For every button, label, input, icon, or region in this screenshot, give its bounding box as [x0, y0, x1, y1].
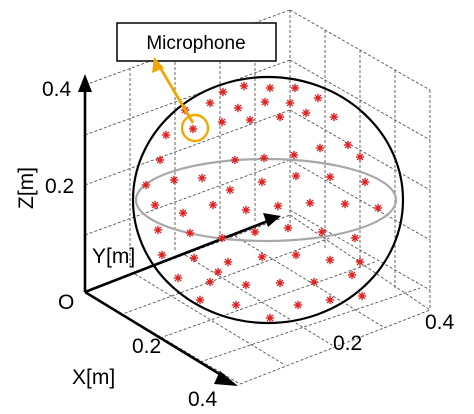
microphone-marker	[347, 270, 357, 280]
microphone-marker	[357, 291, 367, 301]
microphone-marker	[169, 175, 179, 185]
microphone-marker	[197, 173, 207, 183]
microphone-marker	[231, 300, 241, 310]
grid-floor	[84, 214, 431, 385]
x-axis	[84, 290, 238, 386]
microphone-marker	[250, 227, 260, 237]
microphone-marker	[185, 228, 195, 238]
microphone-marker	[239, 81, 249, 91]
microphone-marker	[315, 143, 325, 153]
microphone-markers	[141, 81, 383, 323]
microphone-marker	[325, 295, 335, 305]
x-tick-end: 0.4	[188, 388, 218, 411]
microphone-marker	[343, 140, 353, 150]
microphone-marker	[208, 200, 218, 210]
microphone-marker	[373, 203, 383, 213]
sphere	[131, 75, 405, 325]
microphone-marker	[195, 295, 205, 305]
microphone-marker	[317, 227, 327, 237]
equator-ring	[134, 157, 398, 243]
microphone-marker	[153, 225, 163, 235]
microphone-marker	[290, 83, 300, 93]
microphone-marker	[260, 97, 270, 107]
microphone-marker	[275, 112, 285, 122]
microphone-marker	[285, 98, 295, 108]
microphone-marker	[283, 223, 293, 233]
microphone-marker	[205, 277, 215, 287]
microphone-marker	[325, 172, 335, 182]
callout-highlight-circle	[180, 113, 210, 143]
x-tick-mid: 0.2	[132, 335, 161, 358]
microphone-marker	[245, 115, 255, 125]
x-axis-label: X[m]	[72, 366, 115, 389]
microphone-marker	[275, 278, 285, 288]
callout-label: Microphone	[146, 33, 245, 54]
microphone-marker	[225, 185, 235, 195]
microphone-marker	[289, 150, 299, 160]
microphone-marker	[189, 253, 199, 263]
microphone-marker	[305, 198, 315, 208]
microphone-marker	[217, 117, 227, 127]
microphone-marker	[291, 250, 301, 260]
microphone-marker	[155, 155, 165, 165]
microphone-marker	[213, 267, 223, 277]
callout-pointer	[156, 63, 195, 124]
microphone-marker	[301, 108, 311, 118]
microphone-marker	[329, 112, 339, 122]
z-tick-mid: 0.2	[45, 175, 74, 198]
microphone-marker	[360, 177, 370, 187]
microphone-marker	[325, 255, 335, 265]
microphone-marker	[217, 233, 227, 243]
microphone-marker	[273, 201, 283, 211]
microphone-marker	[340, 199, 350, 209]
z-tick-top: 0.4	[42, 78, 72, 101]
origin-label: O	[58, 291, 74, 314]
grid-left-wall	[84, 9, 291, 268]
microphone-marker	[313, 93, 323, 103]
y-tick-mid: 0.2	[333, 332, 362, 355]
microphone-marker	[257, 252, 267, 262]
callout-box	[116, 22, 277, 62]
microphone-marker	[173, 273, 183, 283]
axis-labels: 0.4 0.2 Z[m] O Y[m] 0.2 X[m] 0.4 0.2 0.4	[15, 78, 455, 411]
microphone-marker	[265, 83, 275, 93]
microphone-marker	[355, 152, 365, 162]
microphone-marker	[178, 208, 188, 218]
microphone-marker	[188, 124, 198, 134]
microphone-marker	[293, 300, 303, 310]
z-axis-label: Z[m]	[15, 167, 38, 209]
microphone-marker	[309, 277, 319, 287]
callout-arrowhead	[152, 57, 164, 73]
microphone-marker	[350, 233, 360, 243]
y-tick-end: 0.4	[425, 311, 455, 334]
microphone-marker	[265, 313, 275, 323]
z-axis	[78, 74, 92, 292]
microphone-marker	[141, 180, 151, 190]
microphone-marker	[230, 155, 240, 165]
y-axis	[84, 213, 281, 294]
microphone-callout: Microphone	[116, 22, 277, 143]
microphone-marker	[157, 250, 167, 260]
microphone-marker	[223, 257, 233, 267]
microphone-marker	[218, 87, 228, 97]
microphone-marker	[205, 98, 215, 108]
microphone-marker	[259, 153, 269, 163]
microphone-marker	[355, 257, 365, 267]
microphone-marker	[233, 103, 243, 113]
y-axis-label: Y[m]	[92, 245, 135, 268]
microphone-marker	[150, 200, 160, 210]
microphone-marker	[257, 177, 267, 187]
microphone-marker	[291, 171, 301, 181]
microphone-marker	[241, 205, 251, 215]
microphone-marker	[241, 280, 251, 290]
microphone-marker	[161, 130, 171, 140]
